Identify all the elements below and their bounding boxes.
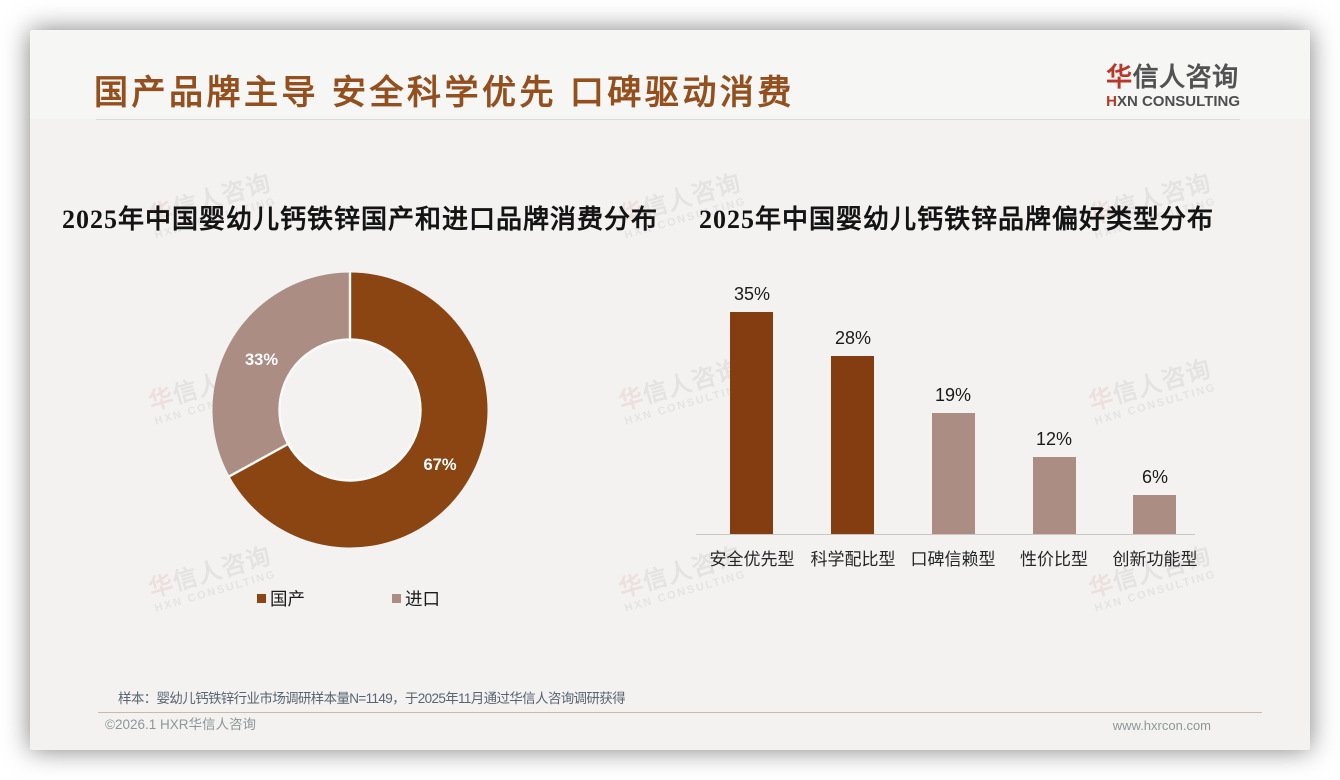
svg-text:33%: 33% [245, 351, 278, 369]
svg-text:67%: 67% [423, 456, 456, 474]
